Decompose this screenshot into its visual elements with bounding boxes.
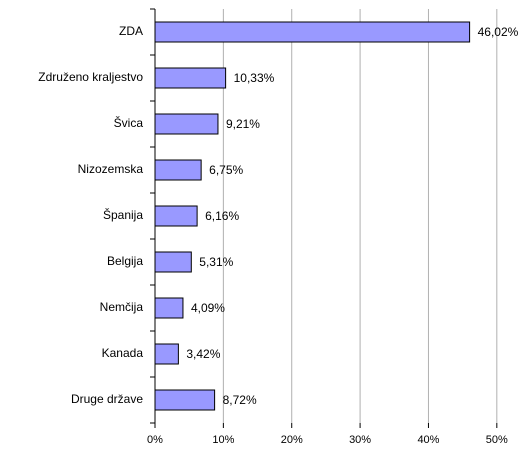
- y-tick-label: Združeno kraljestvo: [38, 70, 143, 84]
- value-label: 10,33%: [234, 71, 275, 85]
- bar: [154, 159, 202, 181]
- value-label: 5,31%: [199, 255, 233, 269]
- y-tick-label: Nemčija: [100, 300, 144, 314]
- value-label: 46,02%: [478, 25, 519, 39]
- bar: [154, 389, 216, 411]
- y-tick-label: Belgija: [107, 254, 143, 268]
- x-tick-label: 50%: [486, 434, 508, 446]
- y-tick-label: Kanada: [102, 346, 144, 360]
- bar: [154, 297, 184, 319]
- value-label: 8,72%: [223, 393, 257, 407]
- y-tick-label: ZDA: [119, 24, 143, 38]
- value-label: 3,42%: [186, 347, 220, 361]
- value-label: 4,09%: [191, 301, 225, 315]
- bar: [154, 251, 192, 273]
- x-tick-label: 20%: [281, 434, 303, 446]
- bar: [154, 67, 227, 89]
- x-tick-label: 30%: [349, 434, 371, 446]
- bar: [154, 21, 471, 43]
- bar: [154, 113, 219, 135]
- value-label: 6,16%: [205, 209, 239, 223]
- bar: [154, 343, 179, 365]
- x-tick-label: 40%: [417, 434, 439, 446]
- value-label: 9,21%: [226, 117, 260, 131]
- value-label: 6,75%: [209, 163, 243, 177]
- y-tick-label: Nizozemska: [78, 162, 144, 176]
- y-tick-label: Španija: [103, 207, 143, 222]
- bar: [154, 205, 198, 227]
- x-tick-label: 0%: [147, 434, 163, 446]
- y-tick-label: Druge države: [71, 392, 143, 406]
- y-tick-label: Švica: [114, 115, 144, 130]
- x-tick-label: 10%: [212, 434, 234, 446]
